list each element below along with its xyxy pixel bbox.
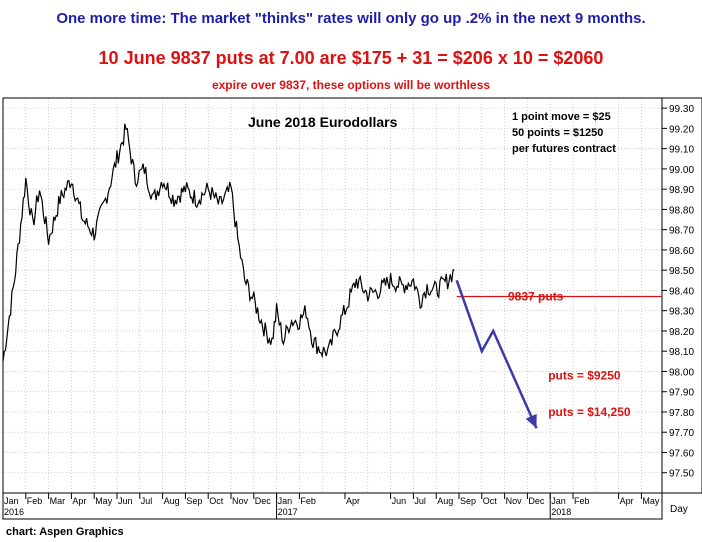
y-tick-label: 97.60 [669, 448, 694, 459]
headline: One more time: The market "thinks" rates… [56, 10, 646, 27]
x-month-label: Feb [574, 496, 590, 506]
x-month-label: Jan [4, 496, 19, 506]
x-month-label: Aug [164, 496, 180, 506]
forecast-arrowhead [525, 413, 537, 429]
chart-credit: chart: Aspen Graphics [6, 526, 124, 538]
contract-info-line: 50 points = $1250 [512, 127, 603, 139]
put-value-annotations: puts = $9250 puts = $14,250 [548, 369, 631, 419]
x-month-label: Aug [437, 496, 453, 506]
x-year-label: 2018 [551, 507, 571, 517]
x-axis-ticks: Jan Feb Mar Apr May Jun Jul Aug Sep Oct Nov Dec Jan F… [2, 493, 660, 519]
y-tick-label: 97.80 [669, 408, 694, 419]
grid [3, 98, 662, 493]
x-month-label: Jun [118, 496, 133, 506]
x-month-label: Dec [528, 496, 545, 506]
forecast-arrow [455, 279, 538, 429]
y-tick-label: 99.10 [669, 145, 694, 156]
bottom-axis-panel [2, 492, 663, 520]
strike-label: 9837 puts [508, 290, 564, 304]
y-tick-label: 98.40 [669, 286, 694, 297]
x-year-label: 2017 [278, 507, 298, 517]
expire-note: expire over 9837, these options will be … [211, 78, 491, 92]
y-tick-label: 97.70 [669, 428, 694, 439]
right-axis-panel [661, 97, 702, 494]
y-tick-label: 97.50 [669, 469, 694, 480]
contract-info-line: per futures contract [512, 143, 616, 155]
contract-info-line: 1 point move = $25 [512, 111, 611, 123]
y-tick-label: 98.70 [669, 226, 694, 237]
x-month-label: Nov [232, 496, 249, 506]
y-tick-label: 99.00 [669, 165, 694, 176]
x-month-label: Oct [483, 496, 498, 506]
y-tick-label: 98.80 [669, 205, 694, 216]
chart-title: June 2018 Eurodollars [248, 114, 398, 130]
x-month-label: Feb [27, 496, 43, 506]
x-month-label: Nov [506, 496, 523, 506]
x-month-label: Jul [414, 496, 426, 506]
put-value-label: puts = $9250 [548, 369, 621, 383]
y-tick-label: 98.00 [669, 367, 694, 378]
x-month-label: Jan [551, 496, 566, 506]
x-month-label: Apr [346, 496, 360, 506]
options-offer: 10 June 9837 puts at 7.00 are $175 + 31 … [98, 48, 604, 68]
x-month-label: May [642, 496, 660, 506]
y-tick-label: 97.90 [669, 388, 694, 399]
x-month-label: Mar [50, 496, 66, 506]
x-year-label: 2016 [4, 507, 24, 517]
y-tick-label: 98.20 [669, 327, 694, 338]
price-series-line [2, 123, 455, 362]
y-tick-label: 98.50 [669, 266, 694, 277]
x-month-label: Feb [300, 496, 316, 506]
x-unit-label: Day [670, 504, 688, 515]
y-tick-label: 98.60 [669, 246, 694, 257]
x-month-label: Sep [460, 496, 476, 506]
y-tick-label: 98.10 [669, 347, 694, 358]
x-month-label: Apr [72, 496, 86, 506]
put-value-label: puts = $14,250 [548, 405, 631, 419]
x-month-label: Jan [278, 496, 293, 506]
contract-info: 1 point move = $25 50 points = $1250 per f… [512, 111, 616, 155]
x-month-label: Sep [186, 496, 202, 506]
y-tick-label: 98.30 [669, 307, 694, 318]
y-tick-label: 99.20 [669, 124, 694, 135]
y-tick-label: 98.90 [669, 185, 694, 196]
x-month-label: Jul [141, 496, 153, 506]
y-tick-label: 99.30 [669, 104, 694, 115]
x-month-label: Oct [209, 496, 224, 506]
x-month-label: Jun [392, 496, 407, 506]
x-month-label: May [95, 496, 113, 506]
x-month-label: Apr [620, 496, 634, 506]
x-month-label: Dec [255, 496, 272, 506]
y-axis-ticks: 97.50 97.60 97.70 97.80 97.90 98.00 98.10 98.20… [662, 104, 694, 480]
